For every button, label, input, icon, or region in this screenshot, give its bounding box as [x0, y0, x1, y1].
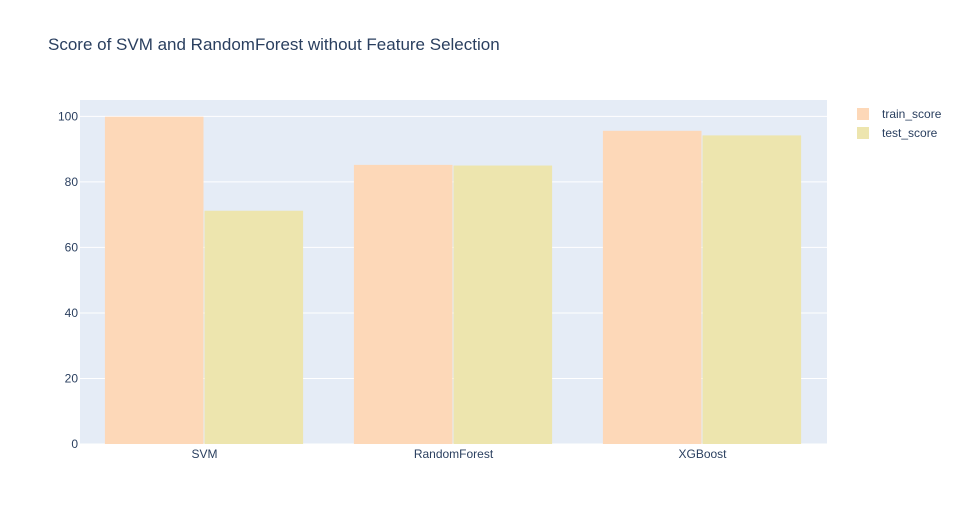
y-axis: 0 20 40 60 80 100 — [58, 109, 78, 451]
bar-test_score-SVM — [204, 210, 304, 444]
y-tick-label: 20 — [65, 371, 79, 385]
bar-test_score-XGBoost — [702, 135, 802, 444]
x-axis: SVM RandomForest XGBoost — [191, 447, 727, 461]
legend-swatch — [857, 127, 869, 139]
y-tick-label: 100 — [58, 109, 78, 123]
legend-item-test_score[interactable]: test_score — [857, 126, 938, 140]
bar-train_score-SVM — [104, 116, 204, 445]
y-tick-label: 80 — [65, 175, 79, 189]
bars — [104, 116, 802, 445]
y-tick-label: 40 — [65, 306, 79, 320]
bar-test_score-RandomForest — [453, 165, 553, 444]
chart-title: Score of SVM and RandomForest without Fe… — [48, 35, 500, 54]
bar-train_score-RandomForest — [353, 164, 453, 444]
bar-train_score-XGBoost — [602, 130, 702, 444]
legend-swatch — [857, 108, 869, 120]
legend[interactable]: train_score test_score — [857, 107, 942, 140]
legend-label: train_score — [882, 107, 942, 121]
legend-label: test_score — [882, 126, 938, 140]
y-tick-label: 60 — [65, 240, 79, 254]
x-tick-label: RandomForest — [414, 447, 494, 461]
x-tick-label: SVM — [191, 447, 217, 461]
legend-item-train_score[interactable]: train_score — [857, 107, 942, 121]
y-tick-label: 0 — [71, 437, 78, 451]
x-tick-label: XGBoost — [678, 447, 727, 461]
